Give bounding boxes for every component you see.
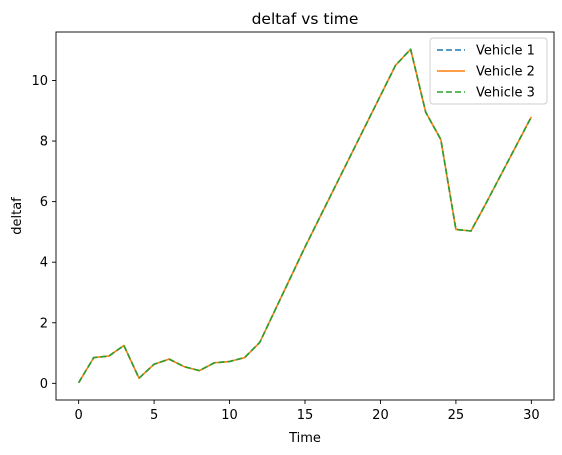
y-axis-label: deltaf — [10, 197, 25, 235]
x-tick-label: 15 — [297, 408, 314, 423]
x-tick-label: 30 — [523, 408, 540, 423]
y-tick-label: 4 — [40, 256, 48, 271]
x-axis: 0 5 10 15 20 25 30 — [74, 400, 540, 423]
chart-title: deltaf vs time — [252, 10, 359, 28]
y-tick-label: 8 — [40, 135, 48, 150]
x-axis-label: Time — [288, 431, 321, 446]
series-layer — [77, 48, 533, 384]
x-tick-label: 20 — [372, 408, 389, 423]
legend-label-vehicle-3: Vehicle 3 — [476, 86, 535, 101]
x-tick-label: 25 — [448, 408, 465, 423]
legend-box — [429, 37, 548, 105]
legend-label-vehicle-1: Vehicle 1 — [476, 44, 535, 59]
y-tick-label: 0 — [40, 377, 48, 392]
legend-label-vehicle-2: Vehicle 2 — [476, 65, 535, 80]
y-axis: 0 2 4 6 8 10 — [31, 74, 56, 392]
x-tick-label: 0 — [74, 408, 82, 423]
legend: Vehicle 1 Vehicle 2 Vehicle 3 — [429, 37, 548, 105]
x-tick-label: 5 — [150, 408, 158, 423]
x-tick-label: 10 — [221, 408, 238, 423]
y-tick-label: 6 — [40, 195, 48, 210]
series-line-vehicle-3 — [77, 48, 533, 384]
y-tick-label: 2 — [40, 316, 48, 331]
y-tick-label: 10 — [31, 74, 48, 89]
